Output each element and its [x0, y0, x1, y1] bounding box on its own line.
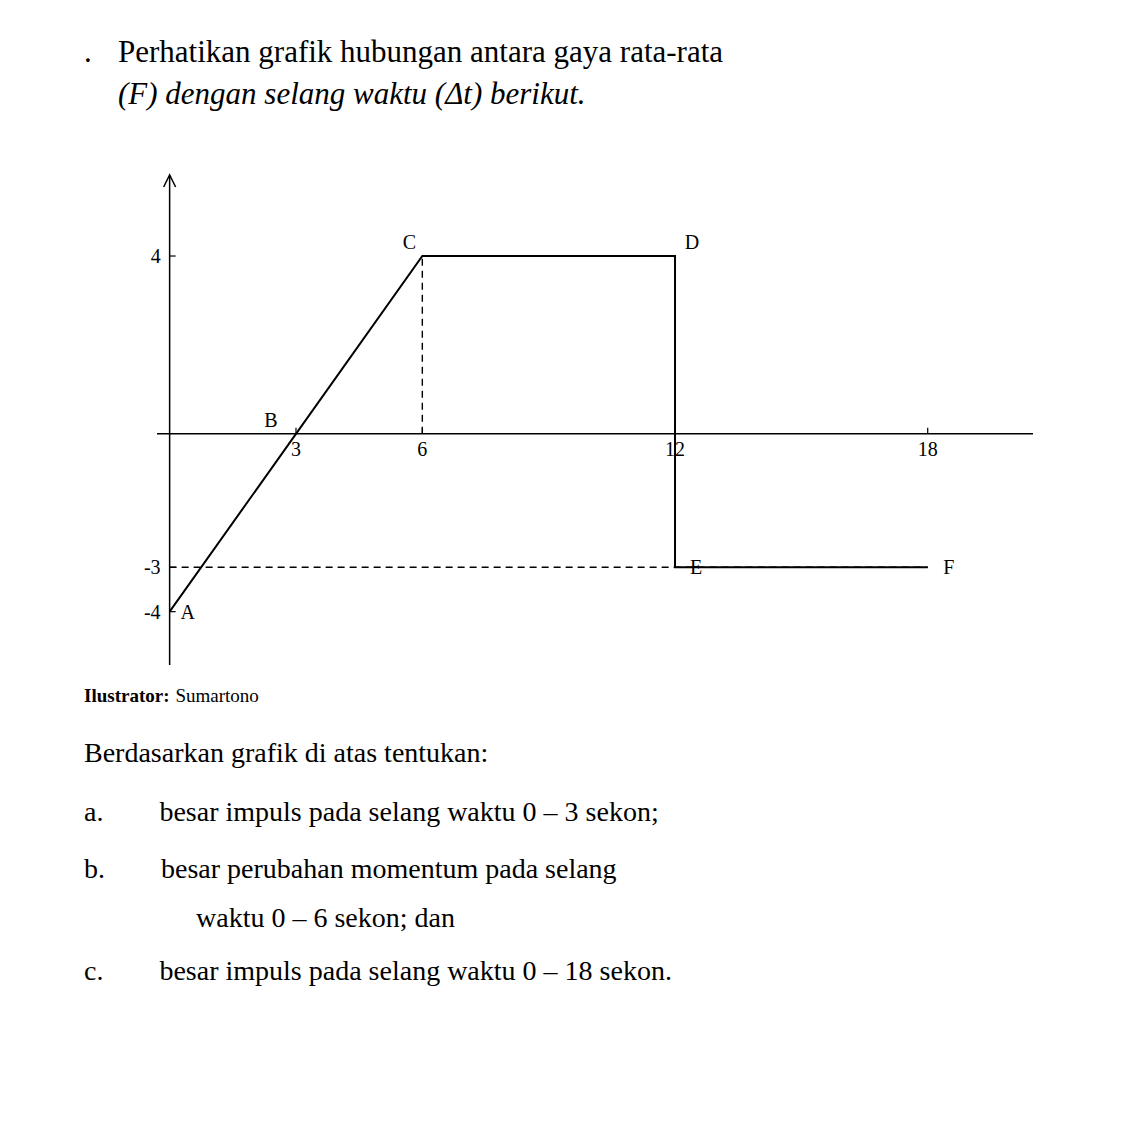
point-label: E [690, 556, 702, 578]
point-label: C [403, 231, 416, 253]
plot-series [170, 256, 928, 612]
title: Perhatikan grafik hubungan antara gaya r… [118, 34, 723, 69]
y-tick-label: -4 [144, 601, 161, 623]
y-tick-label: 4 [151, 245, 161, 267]
guide-line [170, 567, 928, 568]
x-tick-label: 3 [291, 438, 301, 460]
note: b. besar perubahan momentum pada selang [84, 853, 617, 884]
y-tick-label: -3 [144, 556, 161, 578]
x-tick [927, 428, 928, 434]
point-label: A [180, 601, 195, 623]
y-axis [169, 176, 171, 665]
note: a. besar impuls pada selang waktu 0 – 3 … [84, 796, 659, 827]
x-tick-label: 6 [417, 438, 427, 460]
point-label: F [943, 556, 954, 578]
credit-name: Sumartono [175, 685, 258, 706]
x-axis [157, 433, 1033, 435]
background [0, 0, 1123, 1137]
credit: Ilustrator: Sumartono [84, 685, 259, 706]
guide-line [422, 256, 423, 434]
credit-label: Ilustrator: [84, 685, 169, 706]
y-tick [170, 255, 176, 256]
note: c. besar impuls pada selang waktu 0 – 18… [84, 955, 672, 986]
note: waktu 0 – 6 sekon; dan [84, 902, 455, 933]
note: Berdasarkan grafik di atas tentukan: [84, 737, 488, 768]
chart: . Perhatikan grafik hubungan antara gaya … [0, 0, 1123, 1137]
data-line [170, 256, 928, 612]
x-tick-label: 18 [918, 438, 938, 460]
point-label: B [264, 409, 277, 431]
axis-arrow [164, 175, 176, 187]
point-label: D [685, 231, 699, 253]
title-prefix: . [84, 34, 92, 69]
subtitle: (F) dengan selang waktu (Δt) berikut. [118, 76, 586, 111]
